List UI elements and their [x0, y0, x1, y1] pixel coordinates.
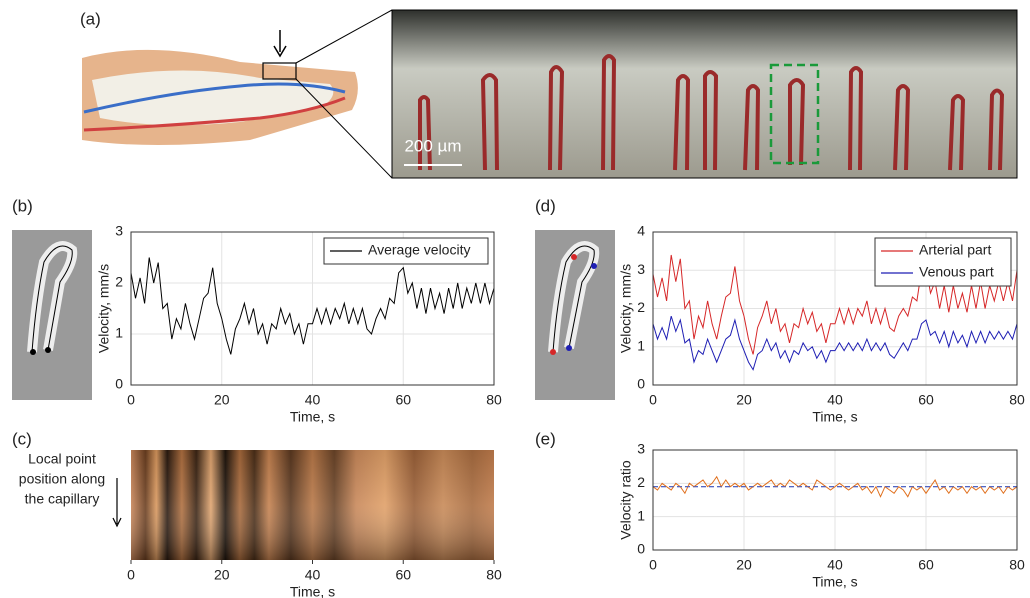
y-tick-label: 1: [637, 337, 645, 353]
x-tick-label: 0: [649, 557, 657, 573]
x-tick-label: 80: [1009, 557, 1025, 573]
kymograph-shade: [131, 450, 494, 560]
y-tick-label: 3: [637, 261, 645, 277]
side-label: position along: [19, 471, 105, 487]
legend-label: Average velocity: [368, 242, 470, 258]
y-axis-label: Velocity, mm/s: [96, 264, 112, 353]
x-tick-label: 0: [127, 567, 135, 583]
panel-label: (e): [535, 429, 556, 448]
x-axis-label: Time, s: [290, 409, 335, 425]
panel-label: (d): [535, 196, 556, 215]
x-axis-label: Time, s: [812, 574, 857, 590]
x-tick-label: 20: [736, 392, 752, 408]
scale-bar-label: 200 µm: [404, 136, 461, 155]
x-tick-label: 60: [395, 392, 411, 408]
capillary-inset-d: [535, 230, 615, 400]
x-tick-label: 20: [214, 567, 230, 583]
x-axis-label: Time, s: [812, 409, 857, 425]
legend-label: Venous part: [919, 264, 994, 280]
x-tick-label: 80: [486, 392, 502, 408]
x-tick-label: 80: [486, 567, 502, 583]
y-tick-label: 0: [637, 376, 645, 392]
panel-label: (c): [12, 429, 32, 448]
y-tick-label: 2: [637, 299, 645, 315]
y-tick-label: 2: [637, 474, 645, 490]
finger-illustration: [82, 10, 392, 178]
x-tick-label: 60: [395, 567, 411, 583]
y-axis-label: Velocity, mm/s: [618, 264, 634, 353]
x-tick-label: 0: [649, 392, 657, 408]
side-label: Local point: [28, 451, 96, 467]
y-tick-label: 3: [115, 223, 123, 239]
micrograph: 200 µm: [392, 10, 1017, 178]
x-tick-label: 40: [827, 392, 843, 408]
x-tick-label: 0: [127, 392, 135, 408]
y-tick-label: 4: [637, 223, 645, 239]
legend-label: Arterial part: [919, 242, 991, 258]
y-tick-label: 0: [637, 541, 645, 557]
x-tick-label: 20: [736, 557, 752, 573]
x-tick-label: 40: [305, 567, 321, 583]
y-tick-label: 1: [637, 507, 645, 523]
y-tick-label: 0: [115, 376, 123, 392]
y-axis-label: Velocity ratio: [618, 460, 634, 540]
x-tick-label: 60: [918, 392, 934, 408]
x-axis-label: Time, s: [290, 584, 335, 598]
x-tick-label: 40: [827, 557, 843, 573]
capillary-inset-b: [12, 230, 92, 400]
y-tick-label: 2: [115, 274, 123, 290]
x-tick-label: 20: [214, 392, 230, 408]
panel-label: (b): [12, 196, 33, 215]
y-tick-label: 3: [637, 441, 645, 457]
x-tick-label: 80: [1009, 392, 1025, 408]
figure: 200 µm (a) (b) (c) (d) (e) Local point p…: [0, 0, 1030, 598]
panel-label: (a): [80, 9, 101, 28]
side-label: the capillary: [25, 491, 100, 507]
x-tick-label: 40: [305, 392, 321, 408]
x-tick-label: 60: [918, 557, 934, 573]
y-tick-label: 1: [115, 325, 123, 341]
